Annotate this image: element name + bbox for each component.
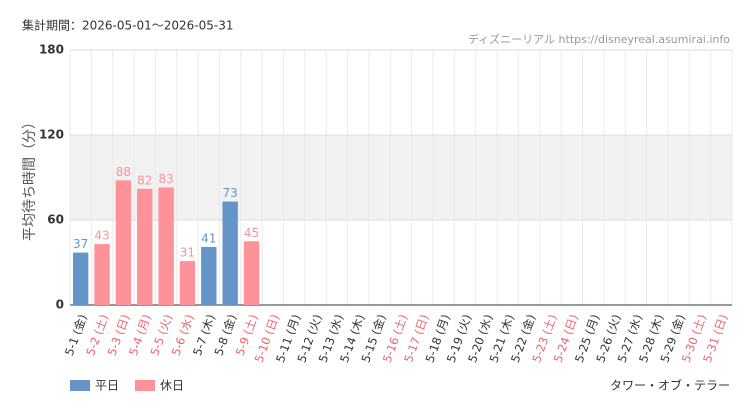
data-label: 43 — [94, 229, 109, 243]
data-label: 31 — [180, 246, 195, 260]
bar — [94, 244, 110, 305]
legend-swatch — [135, 380, 155, 391]
legend-swatch — [70, 380, 90, 391]
bar — [158, 187, 174, 305]
bar — [179, 261, 196, 305]
data-label: 37 — [73, 237, 88, 251]
y-tick-label: 60 — [47, 213, 64, 227]
data-label: 73 — [223, 186, 238, 200]
bar — [201, 246, 217, 305]
y-tick-label: 180 — [39, 43, 64, 57]
bar — [137, 188, 153, 305]
data-label: 45 — [244, 226, 259, 240]
legend-label: 休日 — [160, 379, 184, 393]
period: 集計期間：2026-05-01～2026-05-31 — [22, 18, 233, 33]
bar — [222, 201, 238, 305]
bar — [72, 252, 89, 305]
y-axis-label: 平均待ち時間（分） — [22, 115, 38, 241]
data-label: 83 — [158, 172, 173, 186]
y-tick-label: 120 — [39, 128, 64, 142]
data-label: 88 — [116, 165, 131, 179]
data-label: 82 — [137, 173, 152, 187]
source: ディズニーリアル https://disneyreal.asumirai.inf… — [468, 32, 730, 46]
legend-label: 平日 — [95, 379, 119, 393]
data-label: 41 — [201, 231, 216, 245]
shaded-band — [70, 135, 732, 220]
attraction: タワー・オブ・テラー — [610, 378, 730, 393]
bar — [243, 241, 260, 305]
y-tick-label: 0 — [56, 298, 64, 312]
bar — [115, 180, 132, 305]
